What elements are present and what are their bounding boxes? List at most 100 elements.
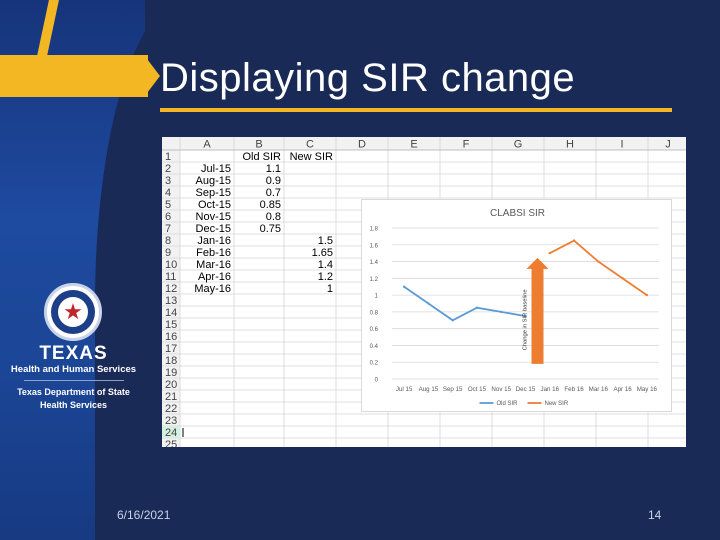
legend-label: Old SIR — [497, 401, 519, 407]
clabsi-chart: CLABSI SIR 0 0.2 0.4 0.6 0.8 1 1.2 1.4 1.6 1.8 Jul … — [361, 199, 672, 412]
cell-month: Aug-15 — [196, 175, 231, 187]
column-header: C — [306, 139, 314, 151]
row-number: 16 — [165, 331, 177, 343]
data-point — [402, 285, 406, 288]
cell-new-sir: 1 — [327, 283, 333, 295]
column-header: J — [665, 139, 671, 151]
column-header: B — [255, 139, 262, 151]
cell-new-sir: 1.65 — [312, 247, 333, 259]
cell-month: Apr-16 — [198, 271, 231, 283]
y-tick-label: 0 — [375, 378, 379, 384]
chart-title: CLABSI SIR — [490, 208, 545, 219]
brand-dshs-line2: Health Services — [39, 400, 108, 410]
row-number: 6 — [165, 211, 171, 223]
y-tick-label: 1.6 — [370, 243, 379, 249]
row-number: 5 — [165, 199, 171, 211]
x-tick-label: Mar 16 — [589, 386, 609, 393]
cell-new-sir: 1.5 — [318, 235, 333, 247]
x-tick-label: Sep 15 — [443, 386, 463, 393]
row-number: 17 — [165, 343, 177, 355]
column-header: G — [514, 139, 523, 151]
cell-month: Sep-15 — [196, 187, 231, 199]
column-header: I — [620, 139, 623, 151]
selected-row-header — [162, 426, 180, 438]
row-number: 22 — [165, 403, 177, 415]
seal-inner-ring: ★ — [51, 290, 95, 334]
footer-date: 6/16/2021 — [117, 508, 171, 522]
data-point — [645, 293, 649, 297]
cell-old-sir: 0.9 — [266, 175, 281, 187]
column-header-bar — [162, 137, 686, 150]
row-header-bar — [162, 137, 180, 447]
row-number: 20 — [165, 379, 177, 391]
seal-star-icon: ★ — [58, 297, 88, 327]
row-number: 10 — [165, 259, 177, 271]
title-underline — [160, 108, 672, 112]
cell-old-sir: 0.7 — [266, 187, 281, 199]
x-tick-label: Feb 16 — [564, 386, 584, 393]
data-point — [524, 314, 527, 318]
column-header: F — [463, 139, 470, 151]
data-point — [475, 306, 479, 309]
cell-month: Mar-16 — [196, 259, 231, 271]
x-tick-label: Dec 15 — [516, 386, 536, 393]
gold-title-stripe — [0, 55, 148, 97]
brand-divider — [24, 380, 124, 381]
data-point — [451, 319, 454, 322]
row-number: 2 — [165, 163, 171, 175]
cell-month: Jan-16 — [197, 235, 231, 247]
cell-old-sir: 0.85 — [260, 199, 281, 211]
data-point — [427, 302, 430, 305]
column-header: D — [358, 139, 366, 151]
footer-page-number: 14 — [648, 508, 662, 522]
spreadsheet-grid: A B C D E F G H I J123456789101112131415161718192… — [162, 137, 686, 447]
row-number: 24 — [165, 427, 177, 439]
y-tick-label: 0.4 — [370, 344, 379, 350]
y-tick-label: 1.8 — [370, 227, 379, 233]
y-tick-label: 1 — [375, 294, 379, 300]
brand-hhs: Health and Human Services — [10, 364, 137, 375]
brand-dshs-line1: Texas Department of State — [17, 387, 130, 397]
x-tick-label: Nov 15 — [491, 386, 511, 393]
data-point — [572, 239, 576, 242]
cell-old-sir: 0.75 — [260, 223, 281, 235]
row-number: 7 — [165, 223, 171, 235]
baseline-annotation: Change in SIR baseline — [523, 289, 529, 350]
cell-month: Jul-15 — [201, 163, 231, 175]
gold-arrow-tip — [144, 55, 160, 97]
baseline-arrow-head — [526, 257, 549, 269]
cell-b1: Old SIR — [242, 151, 281, 163]
cell-month: Oct-15 — [198, 199, 231, 211]
data-point — [500, 310, 503, 314]
cell-month: Dec-15 — [196, 223, 231, 235]
cell-new-sir: 1.4 — [318, 259, 333, 271]
x-tick-label: Jan 16 — [540, 386, 559, 393]
row-number: 15 — [165, 319, 177, 331]
row-number: 4 — [165, 187, 171, 199]
row-number: 23 — [165, 415, 177, 427]
row-number: 18 — [165, 355, 177, 367]
series-line-0 — [403, 285, 526, 322]
baseline-arrow-shaft — [531, 267, 544, 364]
row-number: 1 — [165, 151, 171, 163]
cell-old-sir: 1.1 — [266, 163, 281, 175]
slide-title: Displaying SIR change — [160, 56, 576, 100]
row-number: 14 — [165, 307, 177, 319]
x-tick-label: Oct 15 — [468, 386, 487, 393]
data-point — [597, 260, 600, 263]
legend-label: New SIR — [545, 401, 569, 407]
line-chart: CLABSI SIR 0 0.2 0.4 0.6 0.8 1 1.2 1.4 1.6 1.8 Jul … — [370, 208, 659, 407]
y-tick-label: 1.2 — [370, 277, 379, 283]
y-tick-label: 0.6 — [370, 327, 379, 333]
column-header: A — [203, 139, 211, 151]
cell-c1: New SIR — [290, 151, 333, 163]
row-number: 3 — [165, 175, 171, 187]
row-number: 21 — [165, 391, 177, 403]
brand-texas: TEXAS — [39, 343, 108, 364]
texas-star-seal-icon: ★ — [44, 283, 102, 341]
x-tick-label: Jul 15 — [396, 386, 413, 393]
series-line-1 — [549, 239, 648, 296]
x-tick-label: May 16 — [637, 386, 658, 393]
cell-new-sir: 1.2 — [318, 271, 333, 283]
column-header: E — [410, 139, 417, 151]
